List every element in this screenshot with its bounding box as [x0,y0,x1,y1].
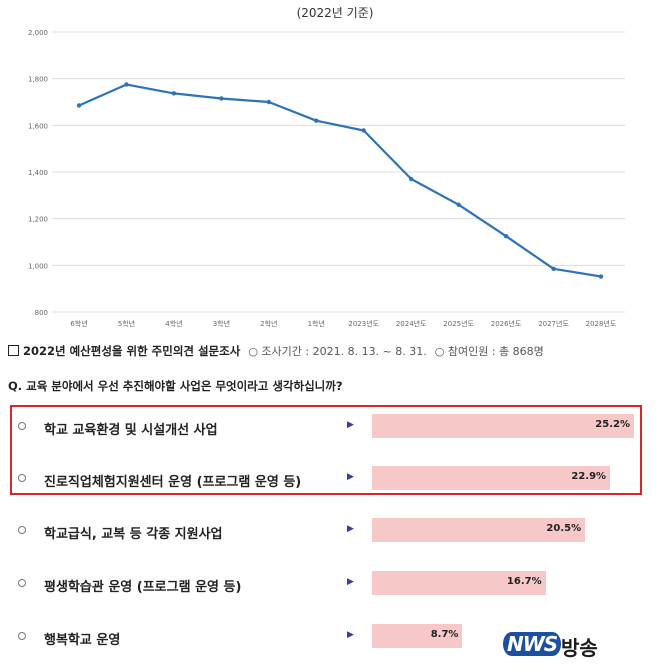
bar-category-label: 진로직업체험지원센터 운영 (프로그램 운영 등) [44,475,302,490]
bar-row: 학교 교육환경 및 시설개선 사업 ▶ 25.2% [0,414,670,444]
y-tick-label: 1,600 [28,122,48,130]
bar-value-label: 20.5% [546,523,582,534]
arrow-right-icon: ▶ [347,577,354,587]
nws-logo-text: 방송 [561,636,598,660]
data-point [76,103,82,108]
bar-row: 진로직업체험지원센터 운영 (프로그램 운영 등) ▶ 22.9% [0,466,670,496]
survey-info: 2022년 예산편성을 위한 주민의견 설문조사 ○ 조사기간 : 2021. 8… [8,343,552,359]
bar: 25.2% [372,414,634,438]
y-tick-label: 1,400 [28,169,48,177]
arrow-right-icon: ▶ [347,630,354,640]
data-point [361,128,366,133]
data-point [456,202,461,207]
bar-category-label: 학교 교육환경 및 시설개선 사업 [44,423,218,438]
x-tick-label: 6학년 [70,319,87,328]
arrow-right-icon: ▶ [347,524,354,534]
y-tick-label: 2,000 [28,29,48,37]
x-tick-label: 2025년도 [443,319,474,328]
survey-question: Q. 교육 분야에서 우선 추진해야할 사업은 무엇이라고 생각하십니까? [8,379,343,393]
y-tick-label: 1,800 [28,76,48,84]
bar: 8.7% [372,624,463,648]
data-point [408,176,414,182]
data-point [219,96,224,101]
checkbox-square-icon [8,345,19,356]
bar-category-label: 행복학교 운영 [44,633,121,648]
y-tick-label: 1,200 [28,216,48,224]
x-tick-label: 3학년 [213,319,230,328]
chart-subtitle: (2022년 기준) [296,6,374,20]
data-point [124,82,129,87]
x-tick-label: 4학년 [165,319,182,328]
x-tick-label: 2027년도 [538,319,569,328]
x-tick-label: 1학년 [308,319,325,328]
bar-value-label: 16.7% [506,576,542,587]
x-tick-label: 2024년도 [396,319,427,328]
data-point [598,274,604,279]
x-tick-label: 5학년 [118,319,135,328]
survey-title: 2022년 예산편성을 위한 주민의견 설문조사 [23,344,241,358]
data-point [266,99,272,105]
bar-row: 평생학습관 운영 (프로그램 운영 등) ▶ 16.7% [0,571,670,601]
data-point [551,266,556,272]
bar-value-label: 22.9% [571,471,607,482]
circle-bullet-icon [18,632,26,640]
series-line [78,83,602,278]
circle-bullet-icon [18,422,26,430]
bar-category-label: 평생학습관 운영 (프로그램 운영 등) [44,580,242,595]
arrow-right-icon: ▶ [347,420,354,430]
bar-value-label: 8.7% [430,629,459,640]
bar: 20.5% [372,518,586,542]
arrow-right-icon: ▶ [347,472,354,482]
survey-period: ○ 조사기간 : 2021. 8. 13. ~ 8. 31. [248,345,427,358]
data-point [503,233,509,239]
nws-logo-mark: NWS [503,632,562,656]
data-point [171,91,177,96]
y-tick-label: 800 [35,309,48,317]
x-tick-label: 2028년도 [586,319,617,328]
x-tick-label: 2026년도 [491,319,522,328]
y-tick-label: 1,000 [28,262,48,270]
nws-logo: NWS 방송 [503,628,623,662]
bar: 22.9% [372,466,611,490]
bar-value-label: 25.2% [595,419,630,430]
data-point [314,118,319,123]
circle-bullet-icon [18,474,26,482]
circle-bullet-icon [18,526,26,534]
bar-row: 행복학교 운영 ▶ 8.7% [0,624,670,654]
bar-category-label: 학교급식, 교복 등 각종 지원사업 [44,527,223,542]
highlight-box [10,405,642,495]
survey-participants: ○ 참여인원 : 총 868명 [434,345,544,358]
bar-row: 학교급식, 교복 등 각종 지원사업 ▶ 20.5% [0,518,670,548]
circle-bullet-icon [18,579,26,587]
x-tick-label: 2학년 [260,319,277,328]
student-trend-line-chart: 800 1,000 1,200 1,400 1,600 1,800 2,000 6학년 5학년 4… [28,29,625,328]
x-tick-label: 2023년도 [348,319,379,328]
bar: 16.7% [372,571,546,595]
